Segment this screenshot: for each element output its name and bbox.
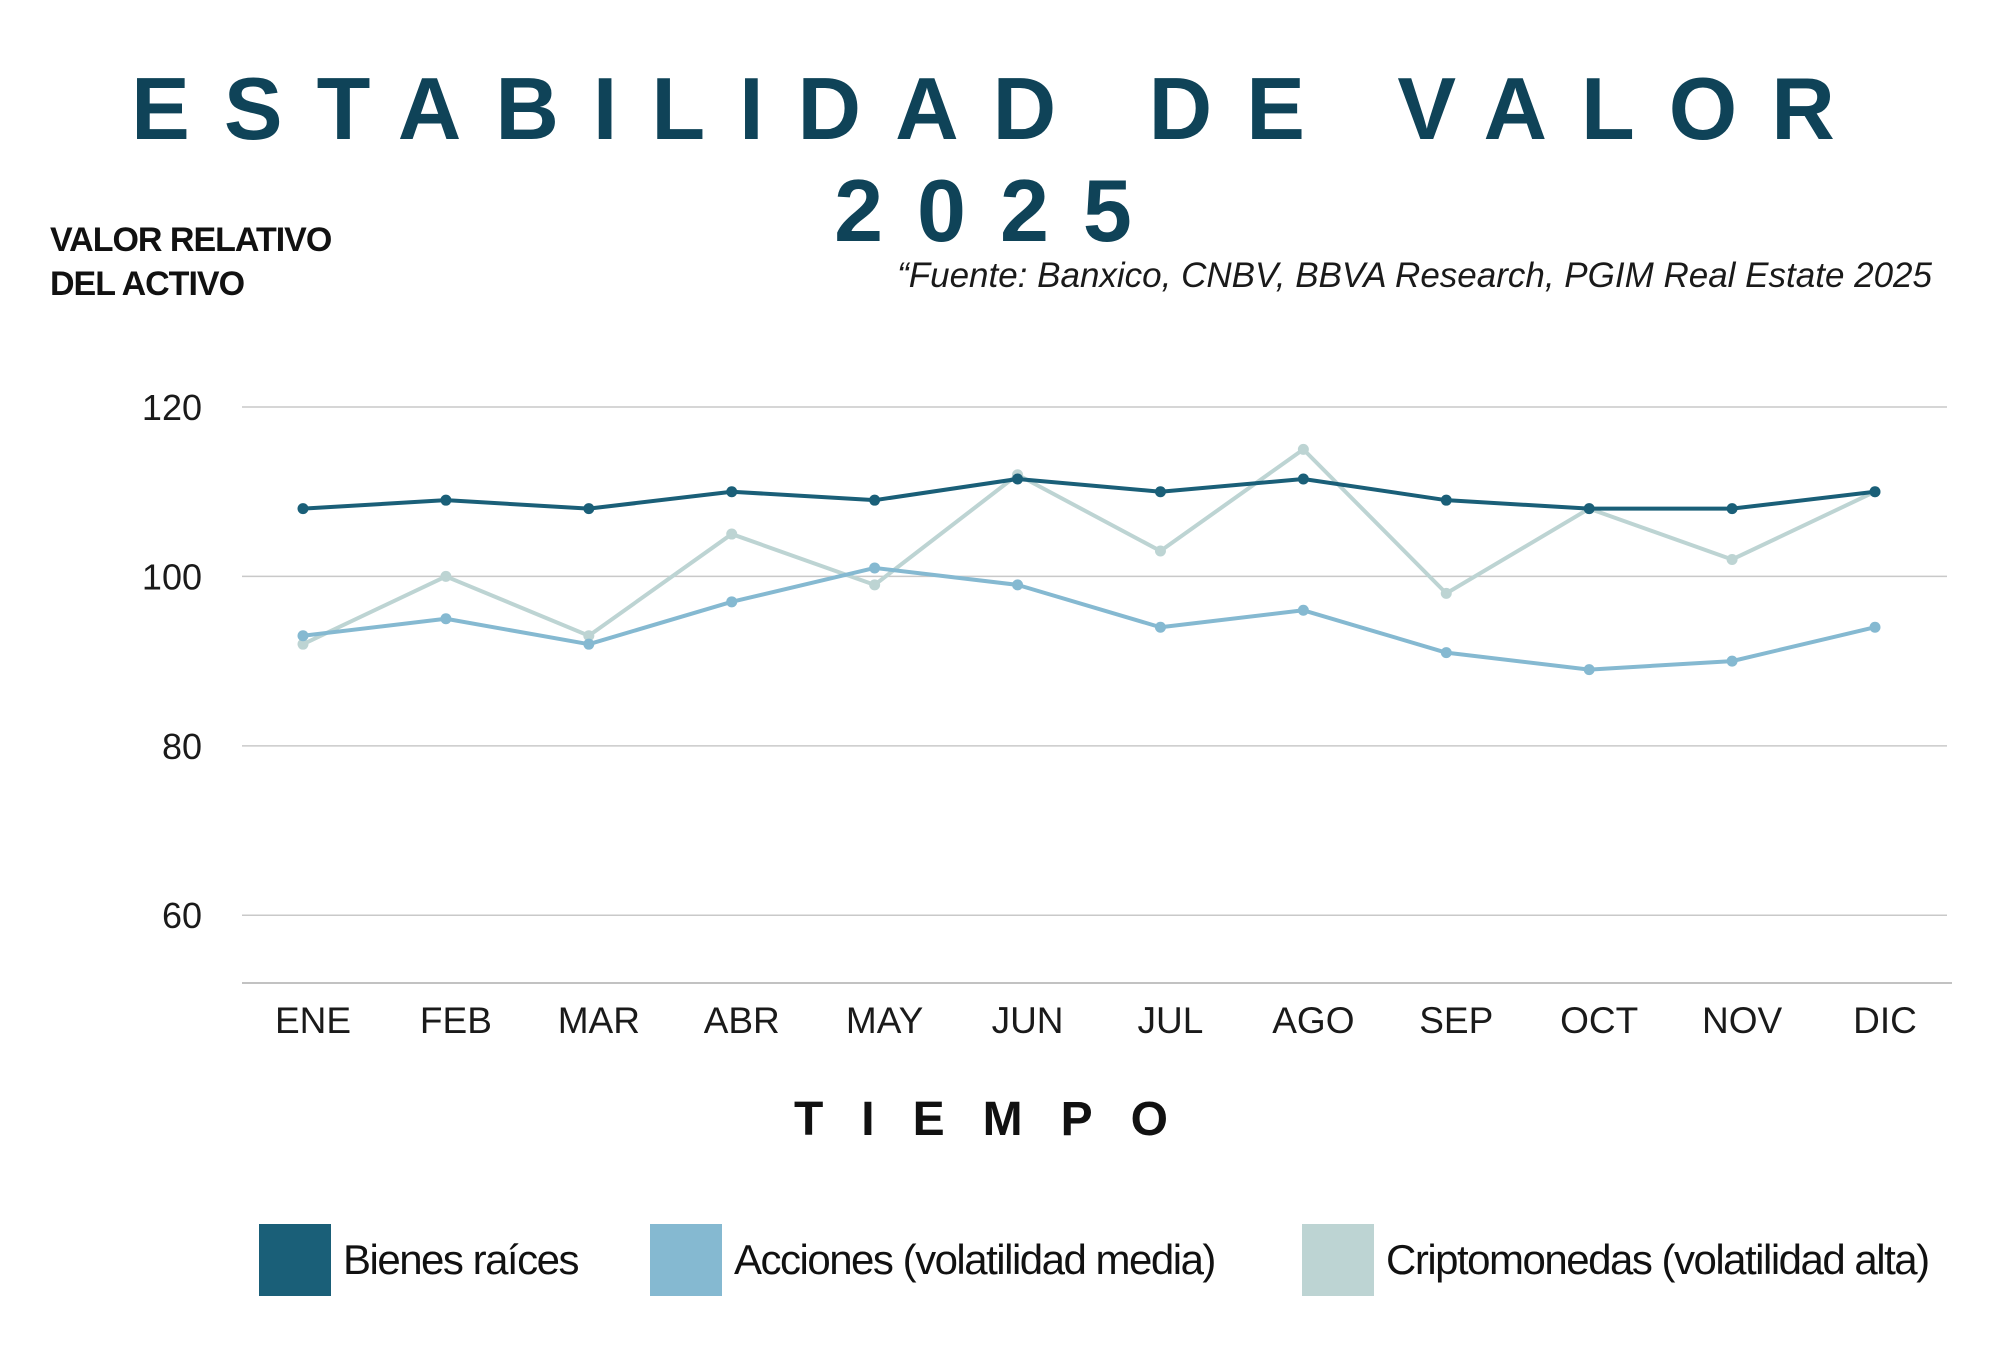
series-2 — [297, 562, 1881, 676]
series-lines — [297, 443, 1881, 676]
data-point-1-ene — [297, 503, 309, 515]
series-line-2 — [301, 565, 1877, 672]
x-tick-label-ene: ENE — [275, 1000, 351, 1041]
data-point-2-jun — [1012, 579, 1024, 591]
grid-lines — [242, 406, 1952, 984]
data-point-1-abr — [726, 486, 738, 498]
data-point-1-dic — [1869, 486, 1881, 498]
data-point-2-dic — [1869, 621, 1881, 633]
data-point-2-sep — [1440, 647, 1452, 659]
data-point-2-may — [869, 562, 881, 574]
data-point-2-ene — [297, 630, 309, 642]
data-point-2-abr — [726, 596, 738, 608]
y-tick-labels: 60 80 100 120 — [142, 387, 202, 936]
data-point-3-feb — [440, 570, 452, 582]
legend-swatch-2 — [650, 1224, 722, 1296]
data-point-3-ene — [297, 638, 309, 650]
data-point-3-abr — [726, 528, 738, 540]
data-point-1-jul — [1154, 486, 1166, 498]
legend-label-2: Acciones (volatilidad media) — [734, 1236, 1216, 1283]
y-axis-label-line-2: DEL ACTIVO — [50, 265, 245, 303]
x-tick-label-feb: FEB — [420, 1000, 492, 1041]
data-point-2-nov — [1726, 655, 1738, 667]
legend-label-1: Bienes raíces — [343, 1236, 579, 1283]
x-tick-label-sep: SEP — [1419, 1000, 1493, 1041]
legend-swatch-3 — [1302, 1224, 1374, 1296]
legend: Bienes raíces Acciones (volatilidad media… — [0, 1224, 2000, 1296]
y-axis-label: VALOR RELATIVO DEL ACTIVO — [50, 218, 332, 306]
x-tick-label-jul: JUL — [1138, 1000, 1204, 1041]
x-tick-label-mar: MAR — [558, 1000, 640, 1041]
y-tick-label-80: 80 — [162, 726, 202, 767]
data-point-2-oct — [1583, 664, 1595, 676]
y-tick-label-60: 60 — [162, 895, 202, 936]
x-tick-labels: ENE FEB MAR ABR MAY JUN JUL AGO SEP OCT NOV DIC — [275, 1000, 1917, 1041]
legend-label-3: Criptomonedas (volatilidad alta) — [1386, 1236, 1930, 1283]
data-point-2-mar — [583, 638, 595, 650]
series-3 — [297, 443, 1881, 650]
x-tick-label-oct: OCT — [1560, 1000, 1638, 1041]
data-point-1-nov — [1726, 503, 1738, 515]
data-point-1-oct — [1583, 503, 1595, 515]
data-point-1-ago — [1297, 473, 1309, 485]
legend-item-3: Criptomonedas (volatilidad alta) — [1302, 1224, 1930, 1296]
y-axis-label-line-1: VALOR RELATIVO — [50, 221, 332, 259]
source-note: “Fuente: Banxico, CNBV, BBVA Research, P… — [897, 256, 1932, 295]
x-tick-label-may: MAY — [846, 1000, 923, 1041]
data-point-1-mar — [583, 503, 595, 515]
data-point-3-jul — [1154, 545, 1166, 557]
x-tick-label-dic: DIC — [1853, 1000, 1917, 1041]
x-tick-label-jun: JUN — [992, 1000, 1064, 1041]
x-tick-label-abr: ABR — [704, 1000, 780, 1041]
chart-title: ESTABILIDAD DE VALOR 2025 — [131, 59, 1869, 260]
data-point-2-ago — [1297, 604, 1309, 616]
x-tick-label-ago: AGO — [1272, 1000, 1354, 1041]
data-point-1-jun — [1012, 473, 1024, 485]
legend-item-1: Bienes raíces — [259, 1224, 579, 1296]
series-1 — [297, 473, 1881, 515]
x-axis-label: TIEMPO — [793, 1093, 1206, 1146]
series-line-3 — [301, 447, 1877, 647]
data-point-3-sep — [1440, 587, 1452, 599]
data-point-1-may — [869, 494, 881, 506]
series-line-1 — [301, 477, 1877, 511]
data-point-3-ago — [1297, 443, 1309, 455]
y-tick-label-120: 120 — [142, 387, 202, 428]
data-point-3-nov — [1726, 553, 1738, 565]
y-tick-label-100: 100 — [142, 556, 202, 597]
data-point-1-feb — [440, 494, 452, 506]
data-point-3-mar — [583, 630, 595, 642]
x-tick-label-nov: NOV — [1702, 1000, 1783, 1041]
data-point-1-sep — [1440, 494, 1452, 506]
data-point-2-feb — [440, 613, 452, 625]
legend-item-2: Acciones (volatilidad media) — [650, 1224, 1216, 1296]
data-point-3-may — [869, 579, 881, 591]
data-point-2-jul — [1154, 621, 1166, 633]
legend-swatch-1 — [259, 1224, 331, 1296]
